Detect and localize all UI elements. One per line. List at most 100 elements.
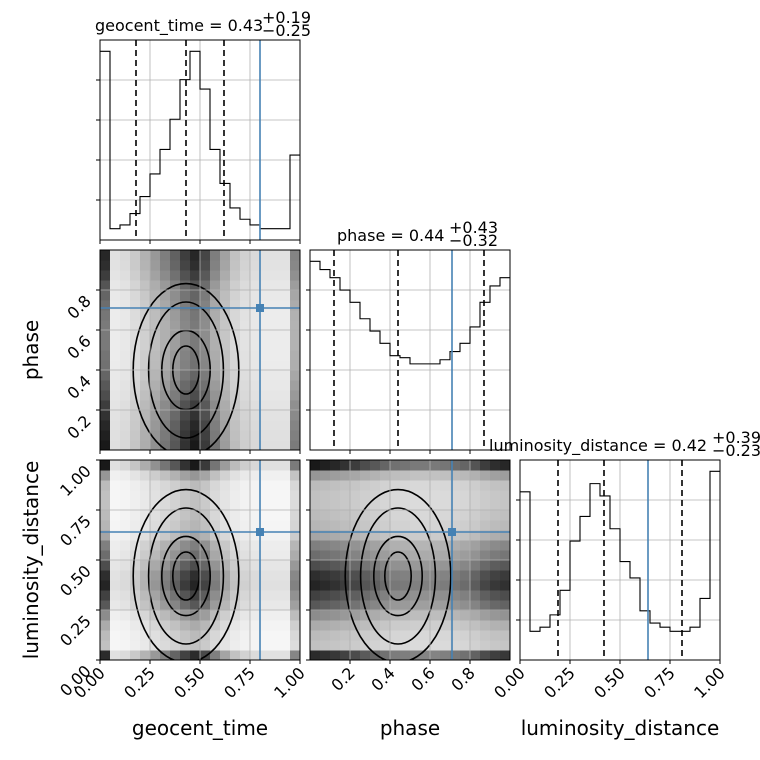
density-cell xyxy=(270,610,281,621)
density-cell xyxy=(100,410,111,421)
density-cell xyxy=(370,460,381,471)
density-cell xyxy=(110,640,121,651)
density-cell xyxy=(160,280,171,291)
density-cell xyxy=(130,470,141,481)
density-cell xyxy=(250,580,261,591)
xtick-label-phase: 0.8 xyxy=(447,663,478,694)
density-cell xyxy=(390,530,401,541)
density-cell xyxy=(100,290,111,301)
density-cell xyxy=(290,590,300,601)
density-cell xyxy=(310,460,321,471)
density-cell xyxy=(210,420,221,431)
density-cell xyxy=(120,270,131,281)
truth-marker xyxy=(256,304,264,312)
density-cell xyxy=(490,610,501,621)
density-cell xyxy=(230,360,241,371)
title-geocent-time-plus: +0.19 xyxy=(262,8,311,27)
density-cell xyxy=(190,540,201,551)
density-cell xyxy=(190,600,201,611)
density-cell xyxy=(180,460,191,471)
density-cell xyxy=(160,340,171,351)
density-cell xyxy=(260,360,271,371)
density-cell xyxy=(190,300,201,311)
density-cell xyxy=(230,560,241,571)
density-cell xyxy=(160,600,171,611)
density-cell xyxy=(180,320,191,331)
density-cell xyxy=(240,570,251,581)
density-cell xyxy=(120,380,131,391)
density-cell xyxy=(210,640,221,651)
density-cell xyxy=(230,640,241,651)
density-cell xyxy=(100,370,111,381)
density-cell xyxy=(130,420,141,431)
density-cell xyxy=(240,630,251,641)
density-cell xyxy=(160,390,171,401)
density-cell xyxy=(260,570,271,581)
density-cell xyxy=(120,310,131,321)
density-cell xyxy=(390,510,401,521)
density-cell xyxy=(430,520,441,531)
density-cell xyxy=(470,620,481,631)
density-cell xyxy=(240,370,251,381)
density-cell xyxy=(120,650,131,660)
density-cell xyxy=(140,480,151,491)
density-cell xyxy=(150,260,161,271)
density-cell xyxy=(420,590,431,601)
density-cell xyxy=(190,530,201,541)
density-cell xyxy=(150,250,161,261)
density-cell xyxy=(380,460,391,471)
density-cell xyxy=(190,410,201,421)
density-cell xyxy=(440,570,451,581)
density-cell xyxy=(230,440,241,450)
density-cell xyxy=(500,610,510,621)
density-cell xyxy=(120,580,131,591)
density-cell xyxy=(460,610,471,621)
density-cell xyxy=(490,530,501,541)
density-cell xyxy=(440,460,451,471)
density-cell xyxy=(420,510,431,521)
xtick-label-phase: 0.4 xyxy=(367,663,398,694)
density-cell xyxy=(160,490,171,501)
density-cell xyxy=(130,310,141,321)
density-cell xyxy=(430,500,441,511)
density-cell xyxy=(280,260,291,271)
density-cell xyxy=(290,390,300,401)
density-cell xyxy=(240,600,251,611)
density-cell xyxy=(340,590,351,601)
density-cell xyxy=(370,470,381,481)
density-cell xyxy=(120,370,131,381)
density-cell xyxy=(180,310,191,321)
density-cell xyxy=(450,600,461,611)
density-cell xyxy=(310,650,321,660)
density-cell xyxy=(110,520,121,531)
density-cell xyxy=(150,310,161,321)
title-luminosity-distance-plus: +0.39 xyxy=(712,428,760,447)
density-cell xyxy=(330,510,341,521)
density-cell xyxy=(170,650,181,660)
density-cell xyxy=(230,270,241,281)
density-cell xyxy=(190,520,201,531)
density-cell xyxy=(110,610,121,621)
density-cell xyxy=(260,300,271,311)
xtick-label-luminosity-distance: 0.75 xyxy=(640,663,679,702)
density-cell xyxy=(220,550,231,561)
density-cell xyxy=(110,560,121,571)
density-cell xyxy=(330,590,341,601)
density-cell xyxy=(280,630,291,641)
density-cell xyxy=(460,510,471,521)
density-cell xyxy=(130,330,141,341)
density-cell xyxy=(310,550,321,561)
density-cell xyxy=(120,400,131,411)
density-cell xyxy=(180,270,191,281)
density-cell xyxy=(210,290,221,301)
density-cell xyxy=(250,250,261,261)
density-cell xyxy=(200,250,211,261)
density-cell xyxy=(160,560,171,571)
density-cell xyxy=(190,480,201,491)
density-cell xyxy=(180,440,191,450)
histogram-phase xyxy=(310,260,510,365)
density-cell xyxy=(240,410,251,421)
density-cell xyxy=(180,620,191,631)
density-cell xyxy=(490,580,501,591)
density-cell xyxy=(330,560,341,571)
